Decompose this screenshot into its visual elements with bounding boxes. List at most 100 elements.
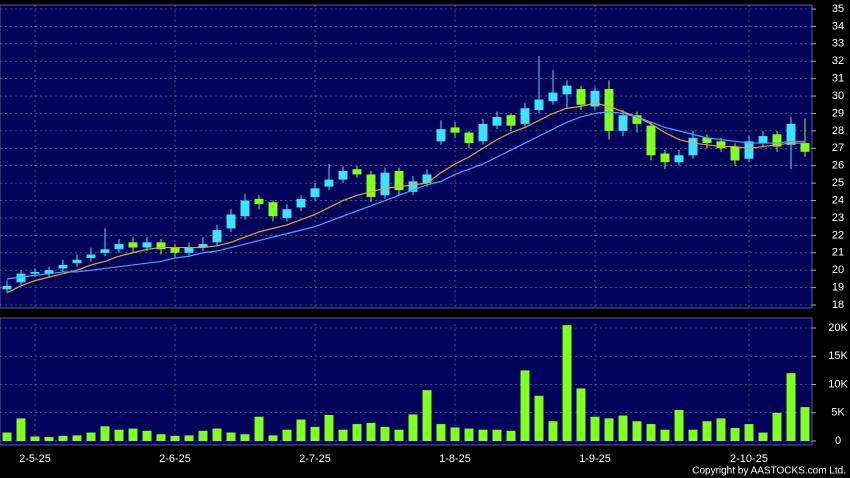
candle-body xyxy=(86,254,96,258)
volume-bar xyxy=(170,435,180,441)
y-tick-label: 20K xyxy=(828,322,848,334)
volume-bar xyxy=(72,435,82,441)
candle-body xyxy=(408,181,418,192)
y-tick-label: 26 xyxy=(832,160,844,172)
y-tick-label: 25 xyxy=(832,177,844,189)
volume-bar xyxy=(492,429,502,441)
volume-bar xyxy=(758,432,768,441)
candle-body xyxy=(128,242,138,248)
candle-body xyxy=(730,146,740,161)
candle-body xyxy=(296,198,306,208)
candle-body xyxy=(240,200,250,217)
volume-bar xyxy=(506,430,516,441)
volume-bar xyxy=(534,395,544,441)
volume-bar xyxy=(716,418,726,441)
candle-body xyxy=(702,137,712,144)
volume-bar xyxy=(142,430,152,441)
volume-bar xyxy=(786,373,796,441)
volume-bar xyxy=(464,428,474,441)
volume-bar xyxy=(58,435,68,441)
y-tick-label: 31 xyxy=(832,73,844,85)
candle-body xyxy=(492,116,502,126)
candle-body xyxy=(310,188,320,198)
volume-bar xyxy=(394,429,404,441)
candle-body xyxy=(548,92,558,102)
candle-body xyxy=(198,244,208,248)
volume-bar xyxy=(2,432,12,441)
volume-bar xyxy=(590,416,600,441)
volume-bar xyxy=(576,388,586,441)
x-tick-label: 2-7-25 xyxy=(299,453,331,465)
candle-body xyxy=(184,247,194,253)
volume-bar xyxy=(184,435,194,441)
candle-body xyxy=(436,129,446,142)
x-tick-label: 1-9-25 xyxy=(579,453,611,465)
y-tick-label: 20 xyxy=(832,264,844,276)
candle-body xyxy=(366,174,376,198)
volume-bar xyxy=(772,412,782,441)
candle-body xyxy=(44,270,54,274)
candle-body xyxy=(2,285,12,290)
volume-bar xyxy=(660,429,670,441)
candle-body xyxy=(786,123,796,145)
candle-body xyxy=(16,273,26,283)
volume-bar xyxy=(366,422,376,441)
candle-body xyxy=(268,202,278,217)
volume-bar xyxy=(618,415,628,441)
candle-body xyxy=(590,90,600,107)
x-tick-label: 2-5-25 xyxy=(19,453,51,465)
volume-bar xyxy=(338,429,348,441)
candle-body xyxy=(282,209,292,218)
volume-bar xyxy=(100,426,110,441)
volume-bar xyxy=(30,436,40,441)
y-tick-label: 34 xyxy=(832,20,844,32)
volume-bar xyxy=(562,325,572,441)
candle-body xyxy=(30,271,40,274)
volume-bar xyxy=(688,429,698,441)
y-tick-label: 10K xyxy=(828,378,848,390)
volume-bar xyxy=(520,370,530,441)
volume-bar xyxy=(450,427,460,441)
volume-bar xyxy=(212,428,222,441)
candle-body xyxy=(744,141,754,159)
candle-body xyxy=(226,214,236,229)
volume-bar xyxy=(422,390,432,441)
volume-bar xyxy=(632,421,642,441)
candle-body xyxy=(352,169,362,175)
candle-body xyxy=(422,174,432,184)
volume-bar xyxy=(16,418,26,441)
volume-bar xyxy=(646,424,656,441)
y-tick-label: 5K xyxy=(831,407,845,419)
volume-bar xyxy=(730,428,740,441)
volume-bar xyxy=(86,432,96,441)
volume-bar xyxy=(114,429,124,441)
volume-bar xyxy=(240,434,250,441)
moving-average-line xyxy=(6,111,805,280)
volume-bar xyxy=(744,424,754,441)
y-tick-label: 22 xyxy=(832,229,844,241)
candle-body xyxy=(618,115,628,131)
y-tick-label: 28 xyxy=(832,125,844,137)
volume-bar xyxy=(268,435,278,441)
candle-body xyxy=(520,108,530,124)
y-tick-label: 32 xyxy=(832,55,844,67)
y-tick-label: 29 xyxy=(832,107,844,119)
y-tick-label: 15K xyxy=(828,350,848,362)
volume-bar xyxy=(800,407,810,441)
candle-body xyxy=(576,89,586,105)
y-tick-label: 30 xyxy=(832,90,844,102)
volume-bar xyxy=(226,432,236,441)
volume-bar xyxy=(408,414,418,441)
copyright: Copyright by AASTOCKS.com Ltd. xyxy=(692,466,846,477)
y-tick-label: 0 xyxy=(835,435,841,447)
y-tick-label: 33 xyxy=(832,38,844,50)
candle-body xyxy=(324,179,334,187)
y-tick-label: 24 xyxy=(832,194,844,206)
volume-bar xyxy=(352,424,362,441)
y-tick-label: 18 xyxy=(832,299,844,311)
candle-body xyxy=(632,115,642,124)
moving-average-line xyxy=(6,102,805,294)
volume-bar xyxy=(674,409,684,441)
x-tick-label: 2-6-25 xyxy=(159,453,191,465)
x-tick-label: 2-10-25 xyxy=(730,453,768,465)
